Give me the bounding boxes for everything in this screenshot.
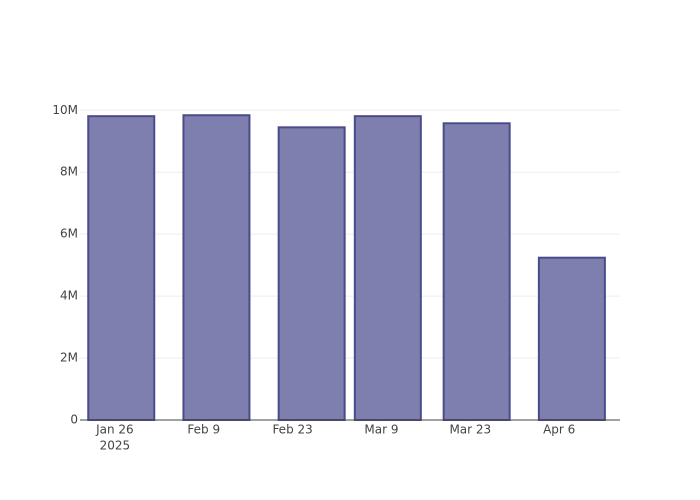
x-tick-year: 2025 — [100, 439, 131, 453]
y-tick-label: 8M — [60, 165, 78, 179]
y-tick-label: 4M — [60, 289, 78, 303]
y-tick-label: 10M — [52, 103, 78, 117]
bar — [87, 115, 156, 422]
x-tick-label: Feb 9 — [187, 423, 220, 437]
y-tick-label: 6M — [60, 227, 78, 241]
x-tick-label: Apr 6 — [543, 423, 575, 437]
bar — [442, 122, 511, 421]
bar — [182, 114, 251, 421]
bar — [277, 126, 346, 421]
bar — [353, 115, 422, 422]
bar — [537, 256, 606, 421]
x-tick-label: Feb 23 — [272, 423, 312, 437]
x-tick-label: Mar 23 — [449, 423, 491, 437]
y-tick-label: 2M — [60, 351, 78, 365]
x-tick-label: Jan 26 — [95, 423, 134, 437]
x-tick-label: Mar 9 — [364, 423, 398, 437]
y-tick-label: 0 — [70, 413, 78, 427]
